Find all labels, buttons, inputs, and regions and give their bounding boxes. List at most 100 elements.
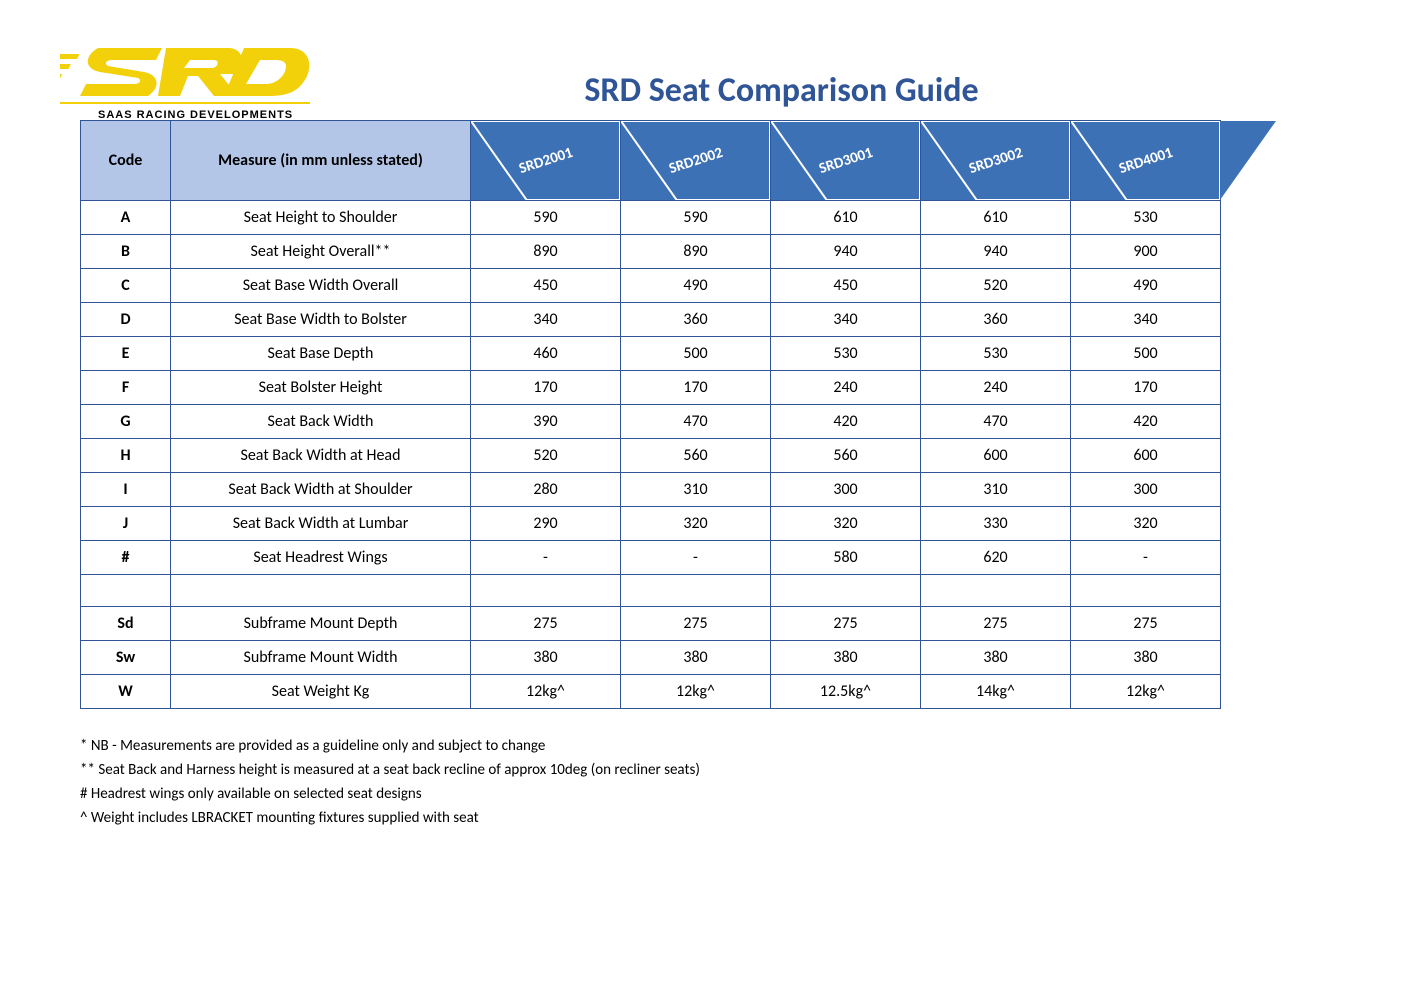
cell-value: 590 [471,201,621,235]
cell-value: - [471,541,621,575]
table-row: SdSubframe Mount Depth275275275275275 [81,607,1221,641]
cell-value: 380 [921,641,1071,675]
cell-measure: Seat Bolster Height [171,371,471,405]
cell-empty [771,575,921,607]
cell-measure: Seat Back Width at Shoulder [171,473,471,507]
cell-value: 340 [471,303,621,337]
cell-code: Sd [81,607,171,641]
header: SAAS RACING DEVELOPMENTS SRD Seat Compar… [70,40,1343,130]
cell-empty [81,575,171,607]
cell-value: 12kg^ [1071,675,1221,709]
table-row: CSeat Base Width Overall450490450520490 [81,269,1221,303]
table-row: JSeat Back Width at Lumbar29032032033032… [81,507,1221,541]
table-row: ASeat Height to Shoulder590590610610530 [81,201,1221,235]
cell-value: 280 [471,473,621,507]
cell-measure: Seat Base Width to Bolster [171,303,471,337]
cell-value: 940 [771,235,921,269]
cell-code: G [81,405,171,439]
cell-code: C [81,269,171,303]
cell-measure: Seat Base Depth [171,337,471,371]
cell-measure: Seat Headrest Wings [171,541,471,575]
cell-empty [171,575,471,607]
cell-value: 520 [471,439,621,473]
cell-value: 580 [771,541,921,575]
cell-empty [621,575,771,607]
cell-empty [1071,575,1221,607]
cell-value: 240 [921,371,1071,405]
table-row: ISeat Back Width at Shoulder280310300310… [81,473,1221,507]
cell-value: 500 [621,337,771,371]
cell-value: 520 [921,269,1071,303]
cell-value: 610 [921,201,1071,235]
cell-value: 610 [771,201,921,235]
cell-value: 330 [921,507,1071,541]
table-header-row: Code Measure (in mm unless stated) SRD20… [81,121,1221,201]
cell-value: 380 [771,641,921,675]
cell-value: 275 [621,607,771,641]
cell-code: Sw [81,641,171,675]
table-row: SwSubframe Mount Width380380380380380 [81,641,1221,675]
cell-value: 12kg^ [621,675,771,709]
cell-value: 490 [1071,269,1221,303]
srd-logo: SAAS RACING DEVELOPMENTS [60,40,320,130]
cell-value: 890 [621,235,771,269]
cell-value: 450 [771,269,921,303]
cell-measure: Seat Back Width at Head [171,439,471,473]
header-measure: Measure (in mm unless stated) [171,121,471,201]
cell-value: 590 [621,201,771,235]
page-title: SRD Seat Comparison Guide [220,70,1343,111]
footnotes: * NB - Measurements are provided as a gu… [80,734,1343,830]
cell-value: 14kg^ [921,675,1071,709]
product-label-2: SRD3001 [816,143,874,177]
header-product-2: SRD3001 [771,121,921,201]
cell-value: 620 [921,541,1071,575]
cell-value: 890 [471,235,621,269]
document-page: SAAS RACING DEVELOPMENTS SRD Seat Compar… [0,0,1413,870]
cell-value: 940 [921,235,1071,269]
cell-value: 500 [1071,337,1221,371]
cell-value: - [1071,541,1221,575]
cell-value: 530 [1071,201,1221,235]
cell-value: 300 [1071,473,1221,507]
cell-value: 380 [621,641,771,675]
cell-value: 490 [621,269,771,303]
table-row: HSeat Back Width at Head520560560600600 [81,439,1221,473]
cell-value: 320 [1071,507,1221,541]
cell-value: 12kg^ [471,675,621,709]
cell-code: B [81,235,171,269]
table-row: GSeat Back Width390470420470420 [81,405,1221,439]
cell-value: 170 [1071,371,1221,405]
footnote: * NB - Measurements are provided as a gu… [80,734,1343,758]
cell-value: 390 [471,405,621,439]
cell-measure: Seat Weight Kg [171,675,471,709]
cell-value: 275 [1071,607,1221,641]
header-product-3: SRD3002 [921,121,1071,201]
cell-value: 275 [471,607,621,641]
cell-code: H [81,439,171,473]
header-product-1: SRD2002 [621,121,771,201]
cell-value: 600 [1071,439,1221,473]
cell-value: 360 [921,303,1071,337]
cell-value: 560 [621,439,771,473]
cell-value: 310 [921,473,1071,507]
cell-code: J [81,507,171,541]
header-product-4: SRD4001 [1071,121,1221,201]
product-label-1: SRD2002 [666,143,724,177]
cell-value: 470 [621,405,771,439]
table-row: WSeat Weight Kg12kg^12kg^12.5kg^14kg^12k… [81,675,1221,709]
cell-measure: Seat Height to Shoulder [171,201,471,235]
cell-value: 275 [921,607,1071,641]
cell-measure: Seat Back Width [171,405,471,439]
cell-value: 420 [771,405,921,439]
cell-code: A [81,201,171,235]
cell-code: W [81,675,171,709]
table-row: FSeat Bolster Height170170240240170 [81,371,1221,405]
cell-value: 300 [771,473,921,507]
product-label-3: SRD3002 [966,143,1024,177]
comparison-table-wrap: Code Measure (in mm unless stated) SRD20… [70,120,1343,709]
cell-measure: Seat Base Width Overall [171,269,471,303]
header-product-0: SRD2001 [471,121,621,201]
cell-code: I [81,473,171,507]
cell-value: 530 [921,337,1071,371]
table-row: ESeat Base Depth460500530530500 [81,337,1221,371]
